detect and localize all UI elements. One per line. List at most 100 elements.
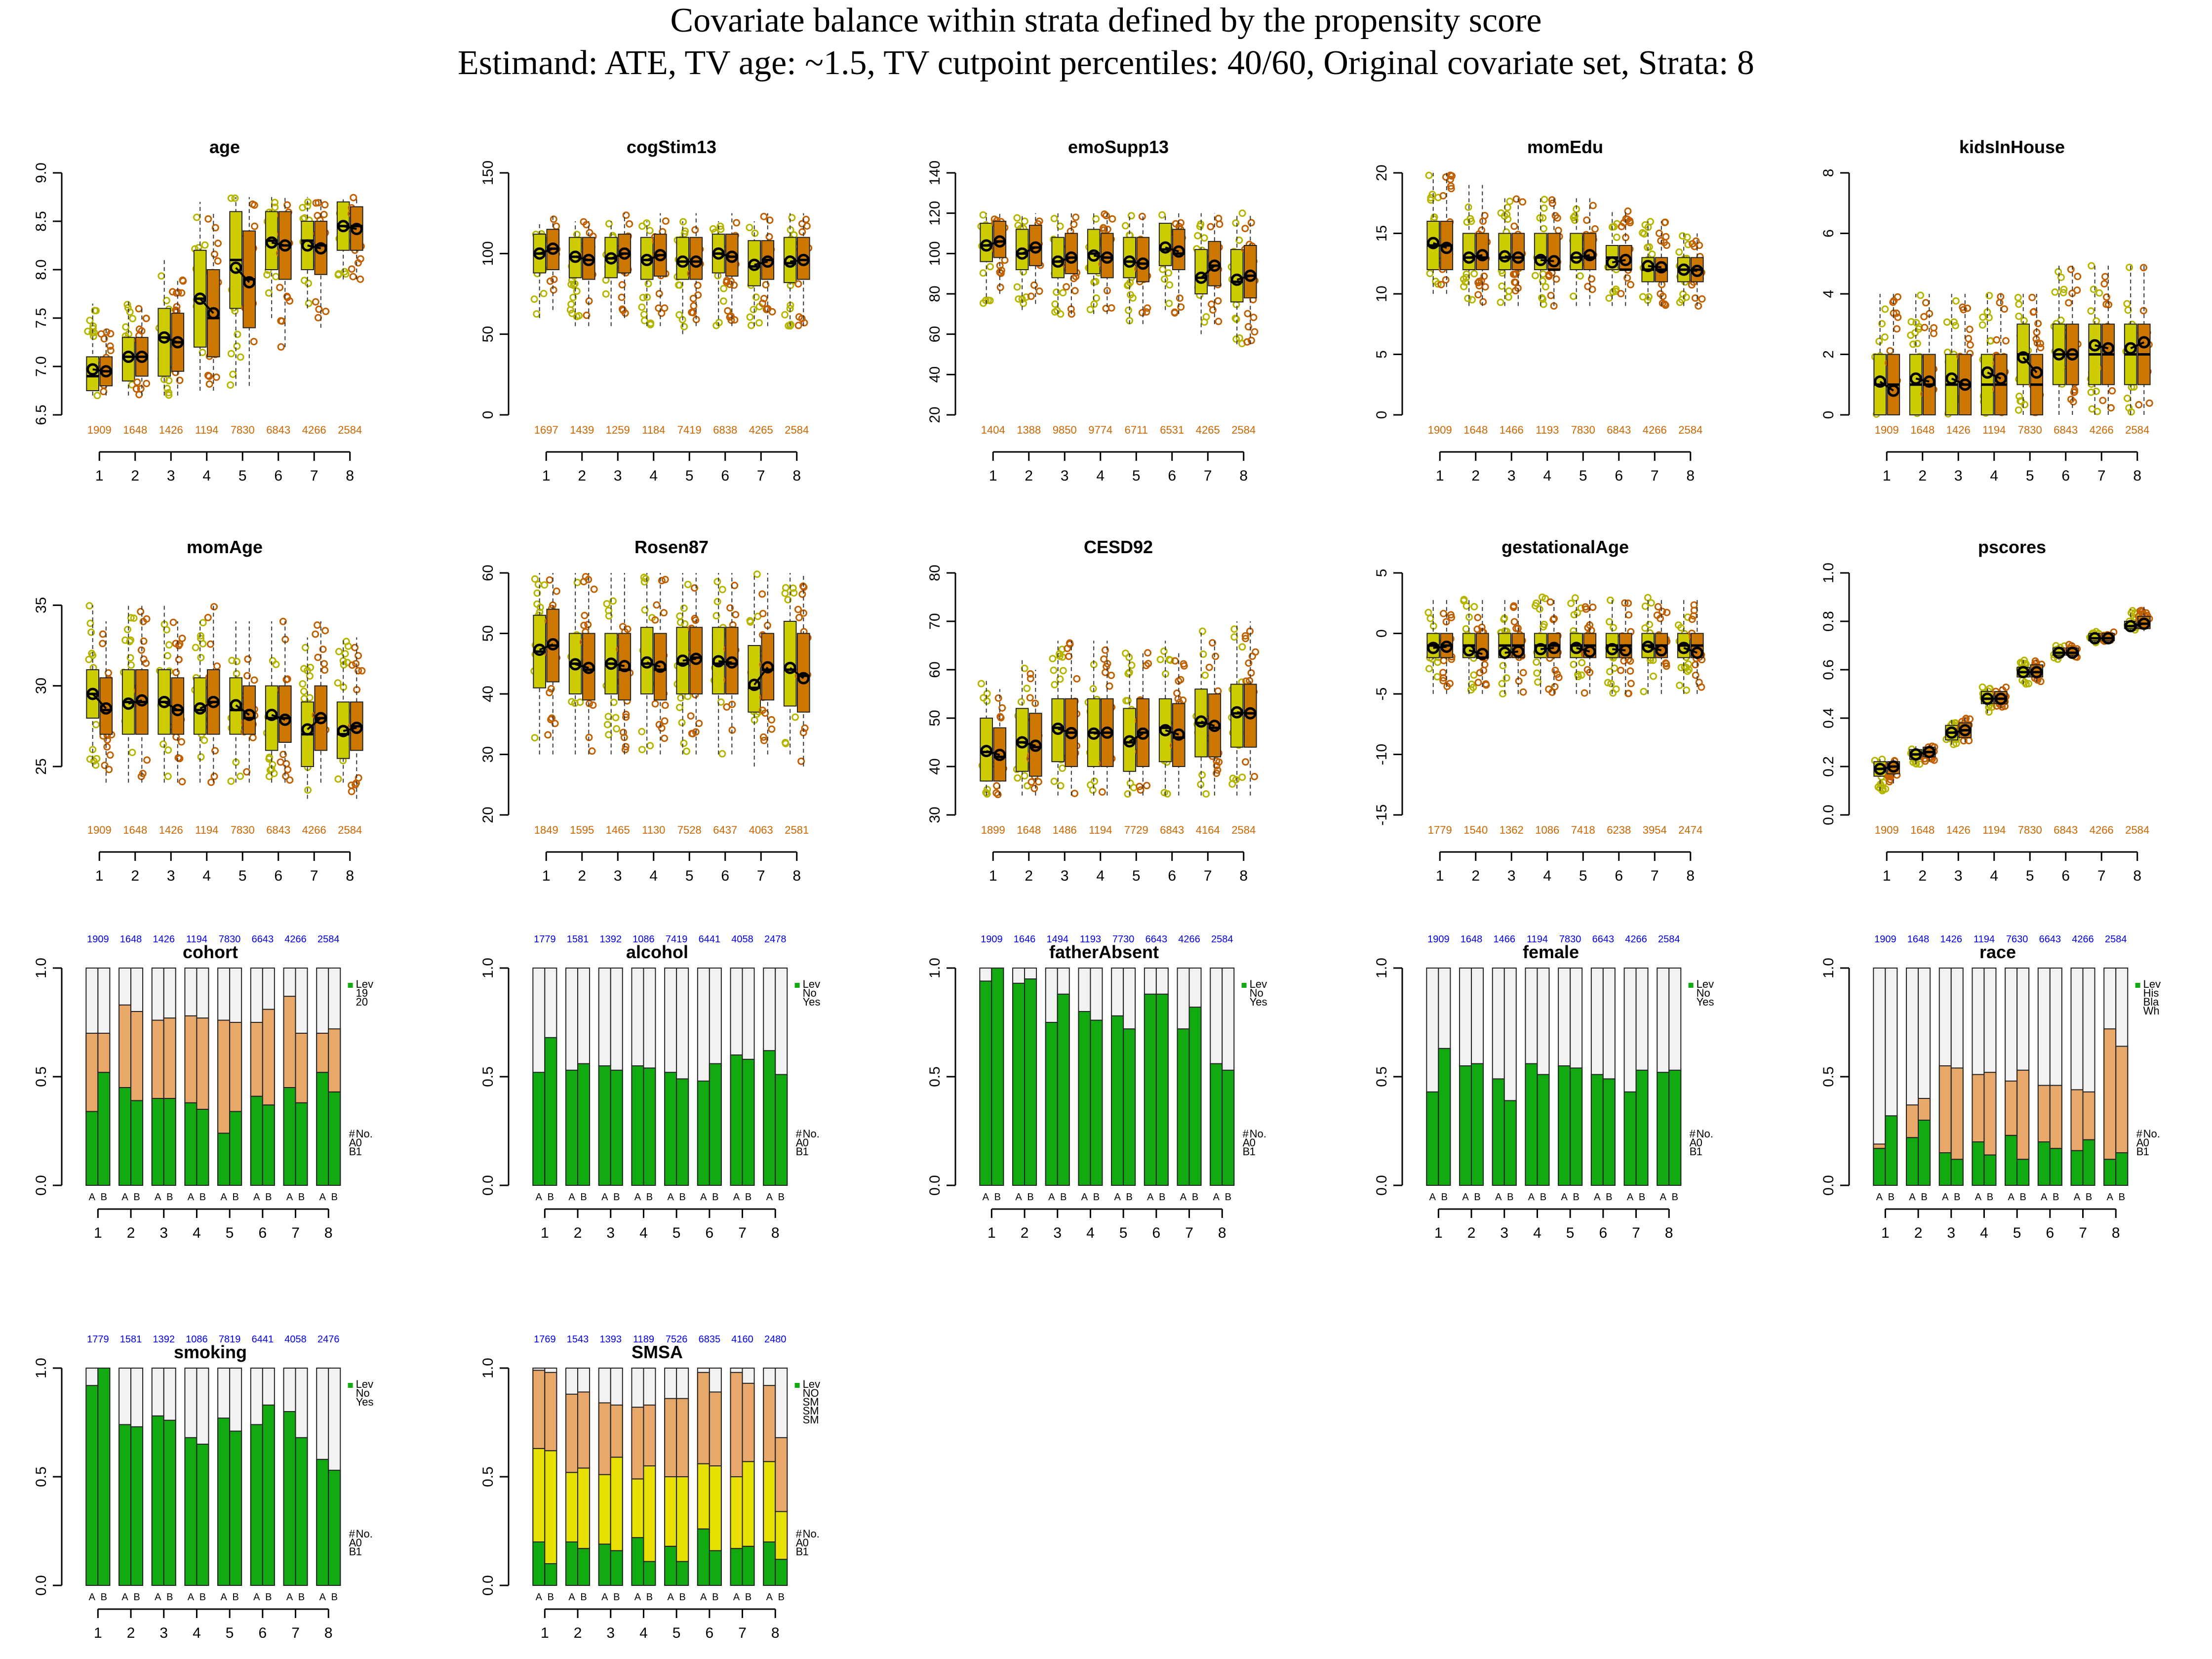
data-point xyxy=(1578,671,1585,679)
panel-title: Rosen87 xyxy=(634,537,709,557)
bar-group-label: A xyxy=(766,1192,773,1203)
data-point xyxy=(1691,294,1699,302)
data-point xyxy=(321,201,329,209)
count-label: 1194 xyxy=(186,934,207,945)
data-point xyxy=(348,265,356,273)
data-point xyxy=(1966,715,1974,723)
data-point xyxy=(646,742,654,750)
bar-group-label: A xyxy=(2107,1192,2114,1203)
mean-marker xyxy=(784,255,796,268)
data-point xyxy=(619,306,627,314)
data-point xyxy=(580,218,588,226)
y-tick-label: 0.5 xyxy=(33,1066,49,1087)
x-tick-label: 1 xyxy=(1883,868,1891,884)
data-point xyxy=(1145,660,1152,668)
y-tick-label: 60 xyxy=(927,661,943,678)
x-tick-label: 2 xyxy=(574,1225,582,1241)
mean-marker xyxy=(2102,632,2115,645)
box xyxy=(278,685,292,743)
data-point xyxy=(1124,670,1132,678)
mean-connector xyxy=(789,667,804,679)
data-point xyxy=(356,255,364,263)
data-point xyxy=(1027,778,1035,786)
data-point xyxy=(540,289,548,297)
mean-marker xyxy=(1981,366,1994,379)
data-point xyxy=(211,747,219,755)
data-point xyxy=(2095,289,2103,297)
data-point xyxy=(1605,294,1613,302)
data-point xyxy=(1166,281,1174,289)
mean-marker xyxy=(533,644,546,656)
y-tick-label: 120 xyxy=(927,201,943,226)
data-point xyxy=(1173,689,1181,697)
count-label: 1392 xyxy=(600,934,622,945)
y-tick-label: 140 xyxy=(927,161,943,185)
count-label: 1194 xyxy=(1982,424,2006,436)
count-label: 6441 xyxy=(252,1334,274,1345)
count-label: 2584 xyxy=(338,824,362,836)
x-tick-label: 2 xyxy=(574,1625,582,1641)
bar-segment xyxy=(1938,1065,1952,1153)
data-point xyxy=(1071,287,1079,295)
x-tick-label: 8 xyxy=(346,468,354,484)
bar-group-label: B xyxy=(994,1192,1001,1203)
count-label: 1648 xyxy=(1910,424,1935,436)
y-tick-label: -5 xyxy=(1374,688,1390,701)
bar-group-label: A xyxy=(286,1592,293,1603)
data-point xyxy=(714,272,722,280)
x-tick-label: 1 xyxy=(988,1225,996,1241)
data-point xyxy=(348,661,356,669)
data-point xyxy=(719,297,727,305)
count-label: 6643 xyxy=(2039,934,2061,945)
mean-connector xyxy=(1165,246,1179,253)
y-tick-label: 0.4 xyxy=(1820,708,1837,728)
bar-group-label: B xyxy=(166,1592,173,1603)
data-point xyxy=(1160,789,1168,797)
mean-marker xyxy=(1981,692,1994,705)
data-point xyxy=(1498,282,1506,290)
bar-group-label: B xyxy=(1987,1192,1993,1203)
bar-group-label: A xyxy=(536,1192,543,1203)
count-label: 1909 xyxy=(1428,424,1452,436)
bar-segment xyxy=(1906,1137,1919,1186)
data-point xyxy=(613,725,621,733)
count-label: 1194 xyxy=(1527,934,1548,945)
bar-group-label: B xyxy=(745,1192,751,1203)
data-point xyxy=(1606,668,1614,676)
mean-marker xyxy=(993,748,1006,761)
mean-marker xyxy=(1123,255,1136,268)
mean-connector xyxy=(1433,242,1447,249)
x-tick-label: 4 xyxy=(193,1625,201,1641)
data-point xyxy=(1470,270,1478,278)
data-point xyxy=(165,377,173,385)
x-tick-label: 8 xyxy=(1686,468,1695,484)
bar-segment xyxy=(163,1017,176,1099)
y-tick-label: 60 xyxy=(480,565,496,581)
y-tick-label: 7.0 xyxy=(33,356,49,377)
data-point xyxy=(1684,241,1692,248)
data-point xyxy=(282,760,290,768)
y-tick-label: 0.5 xyxy=(927,1066,943,1087)
data-point xyxy=(651,700,659,708)
bar-group-label: B xyxy=(1126,1192,1132,1203)
data-point xyxy=(175,655,183,663)
data-point xyxy=(661,734,669,742)
count-label: 2474 xyxy=(1678,824,1702,836)
legend-item: 20 xyxy=(356,996,368,1008)
data-point xyxy=(573,287,581,295)
x-tick-label: 2 xyxy=(127,1225,135,1241)
data-point xyxy=(1474,613,1482,621)
count-label: 4160 xyxy=(731,1334,753,1345)
legend-count-item: 0 xyxy=(1697,1136,1702,1149)
data-point xyxy=(1014,221,1022,229)
y-tick-label: 7.5 xyxy=(33,308,49,328)
y-tick-label: 8.0 xyxy=(33,259,49,280)
x-tick-label: 5 xyxy=(238,468,247,484)
data-point xyxy=(1679,232,1687,240)
data-point xyxy=(172,640,180,647)
data-point xyxy=(2107,404,2115,412)
legend-item: SM xyxy=(803,1405,819,1417)
x-tick-label: 6 xyxy=(2061,468,2070,484)
data-point xyxy=(133,378,141,386)
